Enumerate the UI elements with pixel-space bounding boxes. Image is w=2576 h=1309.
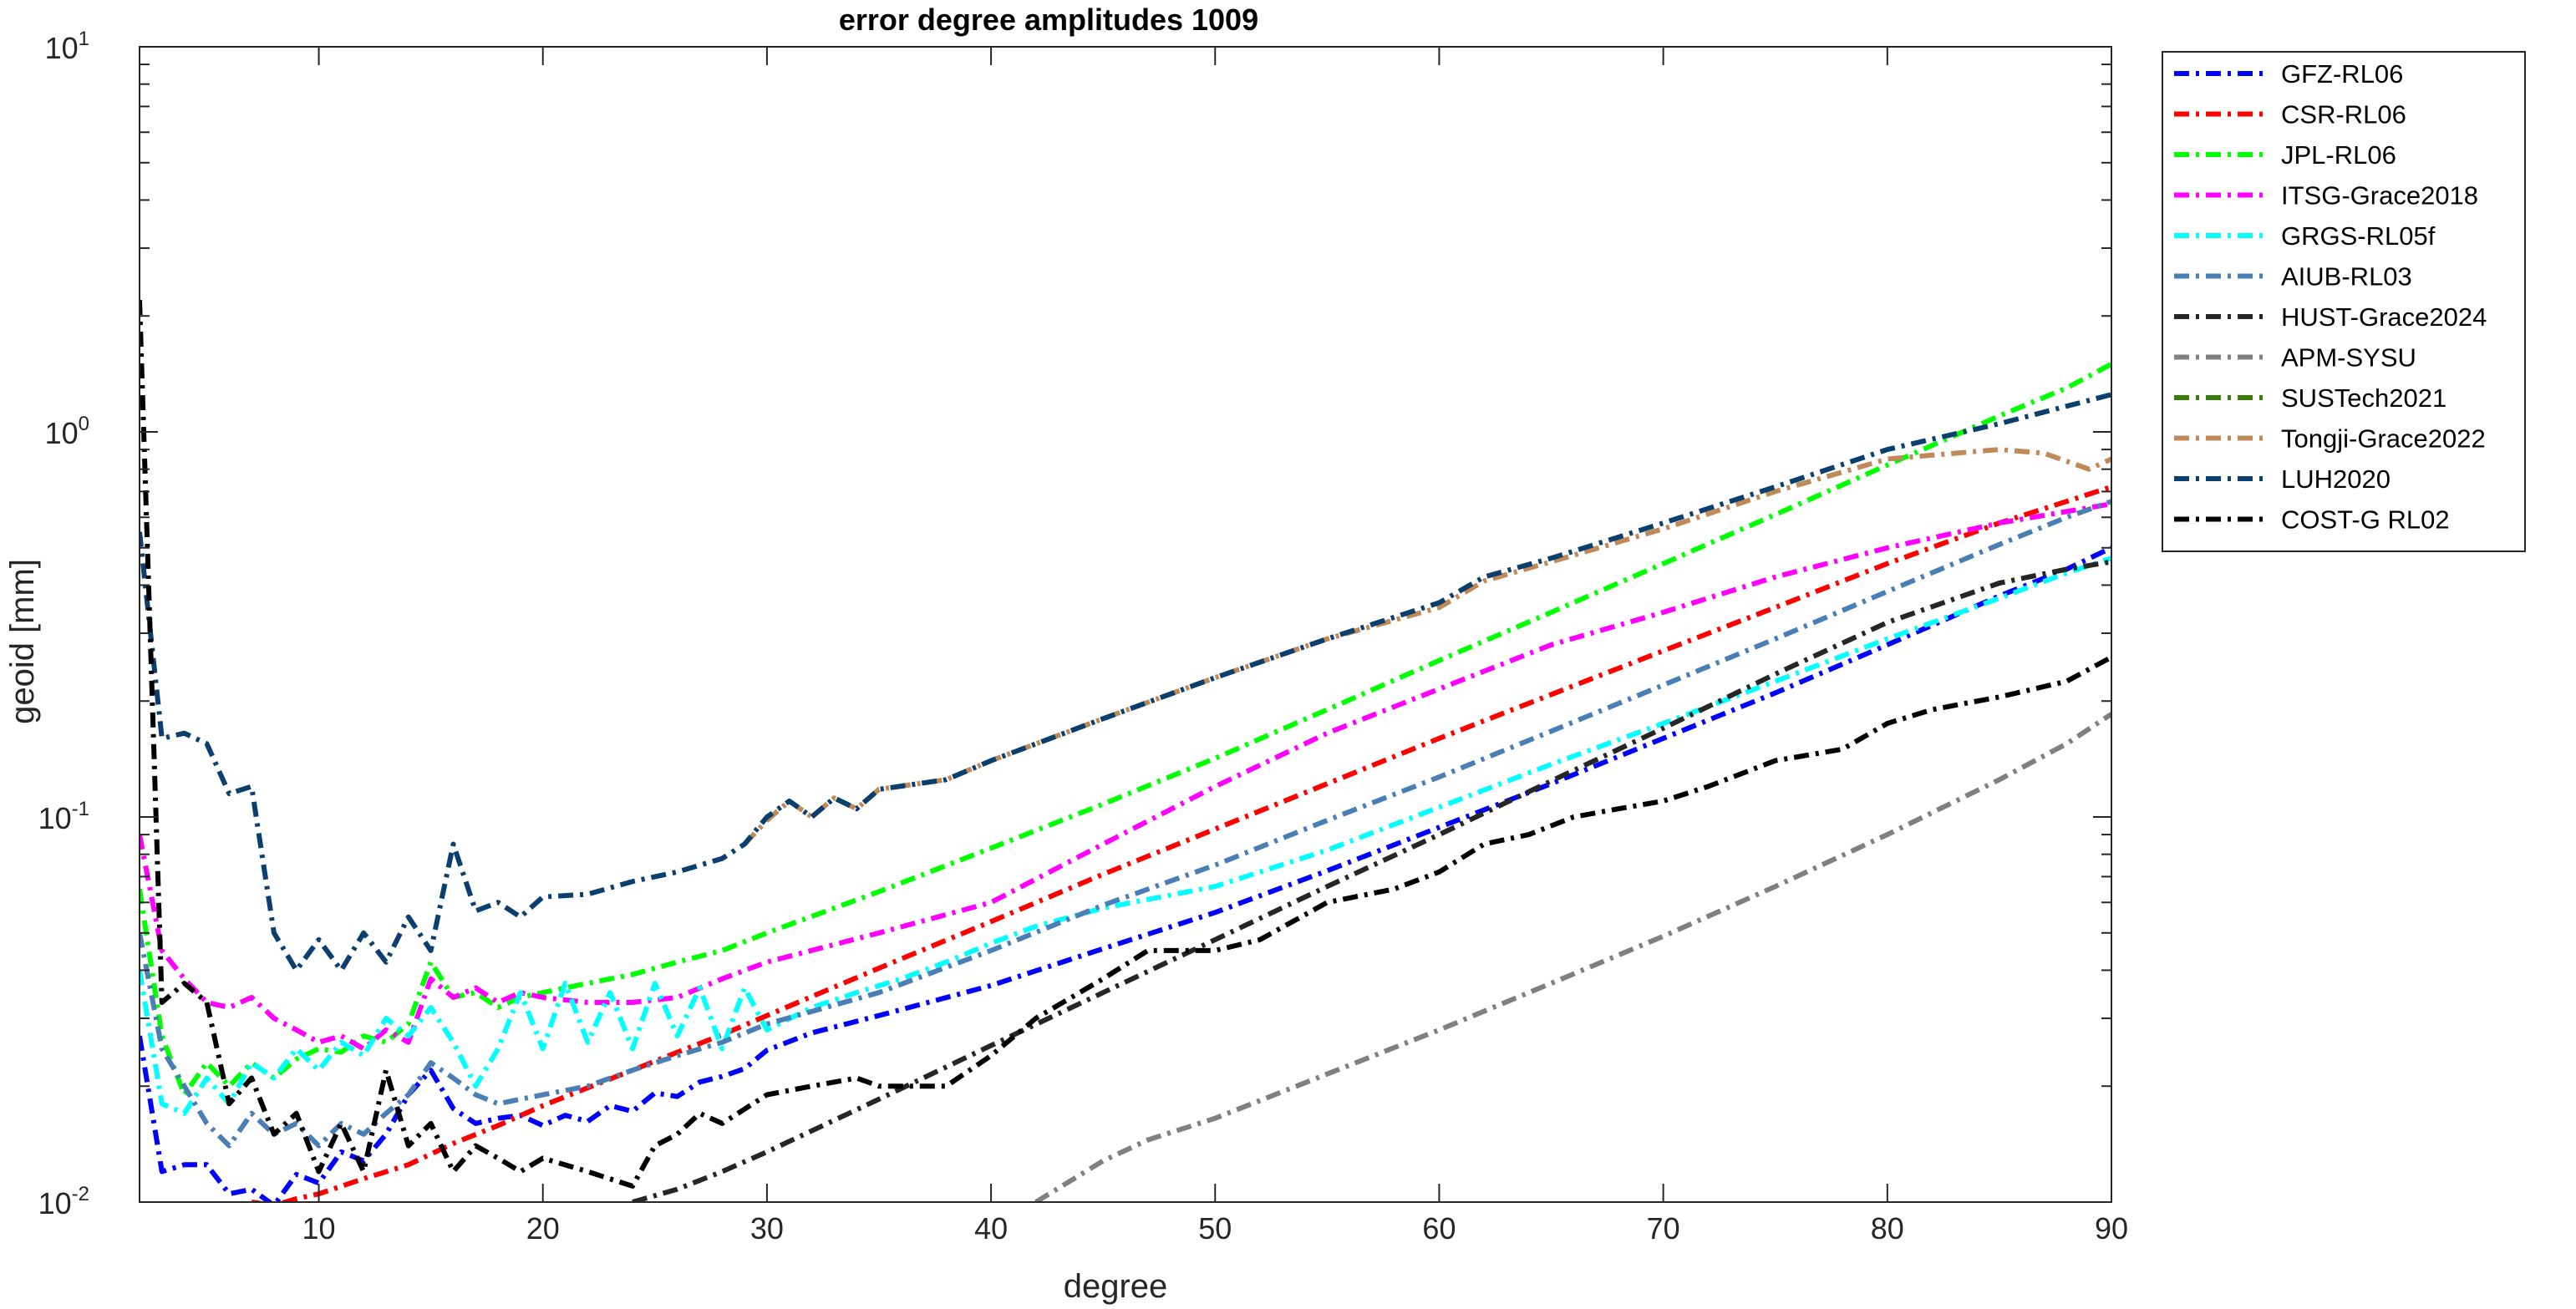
legend: GFZ-RL06 CSR-RL06 JPL-RL06 ITSG-Grace2018 GR… [2162, 51, 2526, 552]
x-tick-label: 50 [1198, 1211, 1232, 1246]
legend-label: GRGS-RL05f [2281, 221, 2436, 251]
series-line-luh2020 [140, 392, 2111, 973]
legend-label: CSR-RL06 [2281, 100, 2406, 129]
x-tick-label: 90 [2095, 1211, 2128, 1246]
x-tick-label: 20 [526, 1211, 560, 1246]
x-tick-label: 80 [1871, 1211, 1904, 1246]
chart-title: error degree amplitudes 1009 [839, 3, 1258, 37]
x-tick-label: 60 [1422, 1211, 1456, 1246]
legend-label: LUH2020 [2281, 464, 2391, 494]
y-tick-label: 101 [45, 28, 89, 65]
legend-label: Tongji-Grace2022 [2281, 424, 2486, 454]
y-tick-label: 100 [45, 413, 89, 450]
series-line-grgs-rl05f [140, 556, 2111, 1116]
legend-label: ITSG-Grace2018 [2281, 181, 2478, 211]
series-line-cost-g-rl02 [140, 300, 2111, 1189]
series-line-hust-grace2024 [632, 559, 2111, 1202]
y-axis-label: geoid [mm] [4, 559, 41, 724]
legend-box [2162, 51, 2526, 552]
series-line-gfz-rl06 [140, 545, 2111, 1202]
x-tick-label: 40 [974, 1211, 1008, 1246]
legend-label: SUSTech2021 [2281, 383, 2446, 413]
series-line-apm-sysu [1034, 712, 2111, 1202]
x-tick-label: 70 [1647, 1211, 1680, 1246]
legend-label: HUST-Grace2024 [2281, 302, 2487, 332]
legend-label: JPL-RL06 [2281, 140, 2396, 170]
legend-label: AIUB-RL03 [2281, 262, 2412, 292]
series-line-jpl-rl06 [140, 362, 2111, 1098]
y-tick-label: 10-1 [38, 798, 89, 835]
series-line-tongji-grace2022 [742, 447, 2111, 846]
x-tick-label: 10 [302, 1211, 336, 1246]
legend-label: GFZ-RL06 [2281, 59, 2403, 89]
plot-box [139, 46, 2112, 1203]
series-line-itsg-grace2018 [140, 501, 2111, 1052]
legend-label: COST-G RL02 [2281, 505, 2450, 535]
legend-label: APM-SYSU [2281, 343, 2416, 373]
series-line-csr-rl06 [252, 484, 2111, 1202]
series-line-aiub-rl03 [140, 499, 2111, 1149]
y-tick-label: 10-2 [38, 1183, 89, 1220]
x-tick-label: 30 [750, 1211, 784, 1246]
x-axis-label: degree [1064, 1268, 1168, 1305]
